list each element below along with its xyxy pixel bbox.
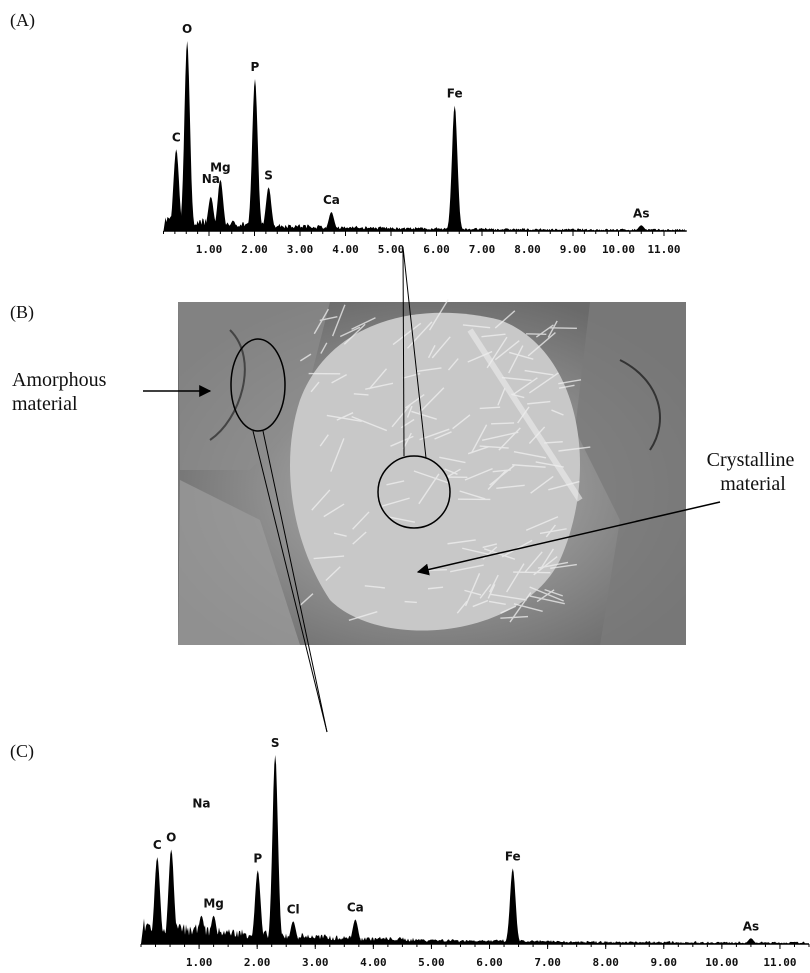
peak [627,225,656,231]
peak [341,919,370,944]
x-tick-label: 2.00 [244,956,271,969]
peak [196,196,225,231]
connector [402,246,405,457]
peak-label: Ca [323,193,340,207]
region-outline [377,455,451,529]
x-tick-label: 11.00 [763,956,796,969]
peak [162,149,191,231]
peak-label: O [182,22,192,36]
peak [157,849,186,944]
peak [440,105,469,231]
peak-label: As [633,206,649,220]
x-tick-label: 2.00 [241,243,268,256]
peak-label: C [172,130,181,144]
x-tick-label: 3.00 [302,956,329,969]
panel-label: (B) [10,302,34,323]
peak-label: O [166,831,176,845]
x-tick-label: 4.00 [332,243,359,256]
peak [254,187,283,231]
peak [240,79,269,231]
peak-label: Mg [203,897,224,911]
x-tick-label: 10.00 [705,956,738,969]
x-tick-label: 3.00 [287,243,314,256]
peak [498,868,527,944]
peak [143,857,172,944]
panel-label: (C) [10,741,34,762]
x-tick-label: 4.00 [360,956,387,969]
peak [261,755,290,944]
x-tick-label: 8.00 [514,243,541,256]
spectrum-background [163,216,685,231]
arrow [416,501,721,576]
x-tick-label: 11.00 [647,243,680,256]
x-tick-label: 7.00 [534,956,561,969]
x-tick-label: 10.00 [602,243,635,256]
peak-label: Ca [347,900,364,914]
sem-image [178,299,686,645]
peak-label: S [264,168,273,182]
peak-label: Fe [505,849,521,863]
x-tick-label: 8.00 [592,956,619,969]
x-tick-label: 1.00 [196,243,223,256]
peak-label: S [271,736,280,750]
peak [736,938,765,944]
region-outline [230,338,286,432]
x-tick-label: 9.00 [560,243,587,256]
peak-label: Fe [447,87,463,101]
x-tick-label: 7.00 [469,243,496,256]
annotation: Crystalline material [707,449,800,495]
x-tick-label: 1.00 [186,956,213,969]
peak-label: P [253,851,262,865]
peak-label: C [153,838,162,852]
connector [252,430,328,733]
connector [402,246,427,459]
peak [317,212,346,231]
spectrum-background [141,918,807,944]
peak-label: Na [202,172,220,186]
peak [206,179,235,231]
connector [262,430,328,733]
panel-label: (A) [10,10,35,31]
annotation: Amorphous material [12,369,111,415]
peak [279,921,308,944]
peak [199,915,228,944]
peak-label: Cl [287,902,300,916]
x-tick-label: 5.00 [378,243,405,256]
peak-label: As [743,919,759,933]
peak-label: P [251,60,260,74]
x-tick-label: 5.00 [418,956,445,969]
peak [173,41,202,231]
x-tick-label: 9.00 [651,956,678,969]
peak [243,870,272,944]
peak-label: Na [192,797,210,811]
peak [187,915,216,944]
x-tick-label: 6.00 [476,956,503,969]
peak-label: Mg [210,161,231,175]
x-tick-label: 6.00 [423,243,450,256]
